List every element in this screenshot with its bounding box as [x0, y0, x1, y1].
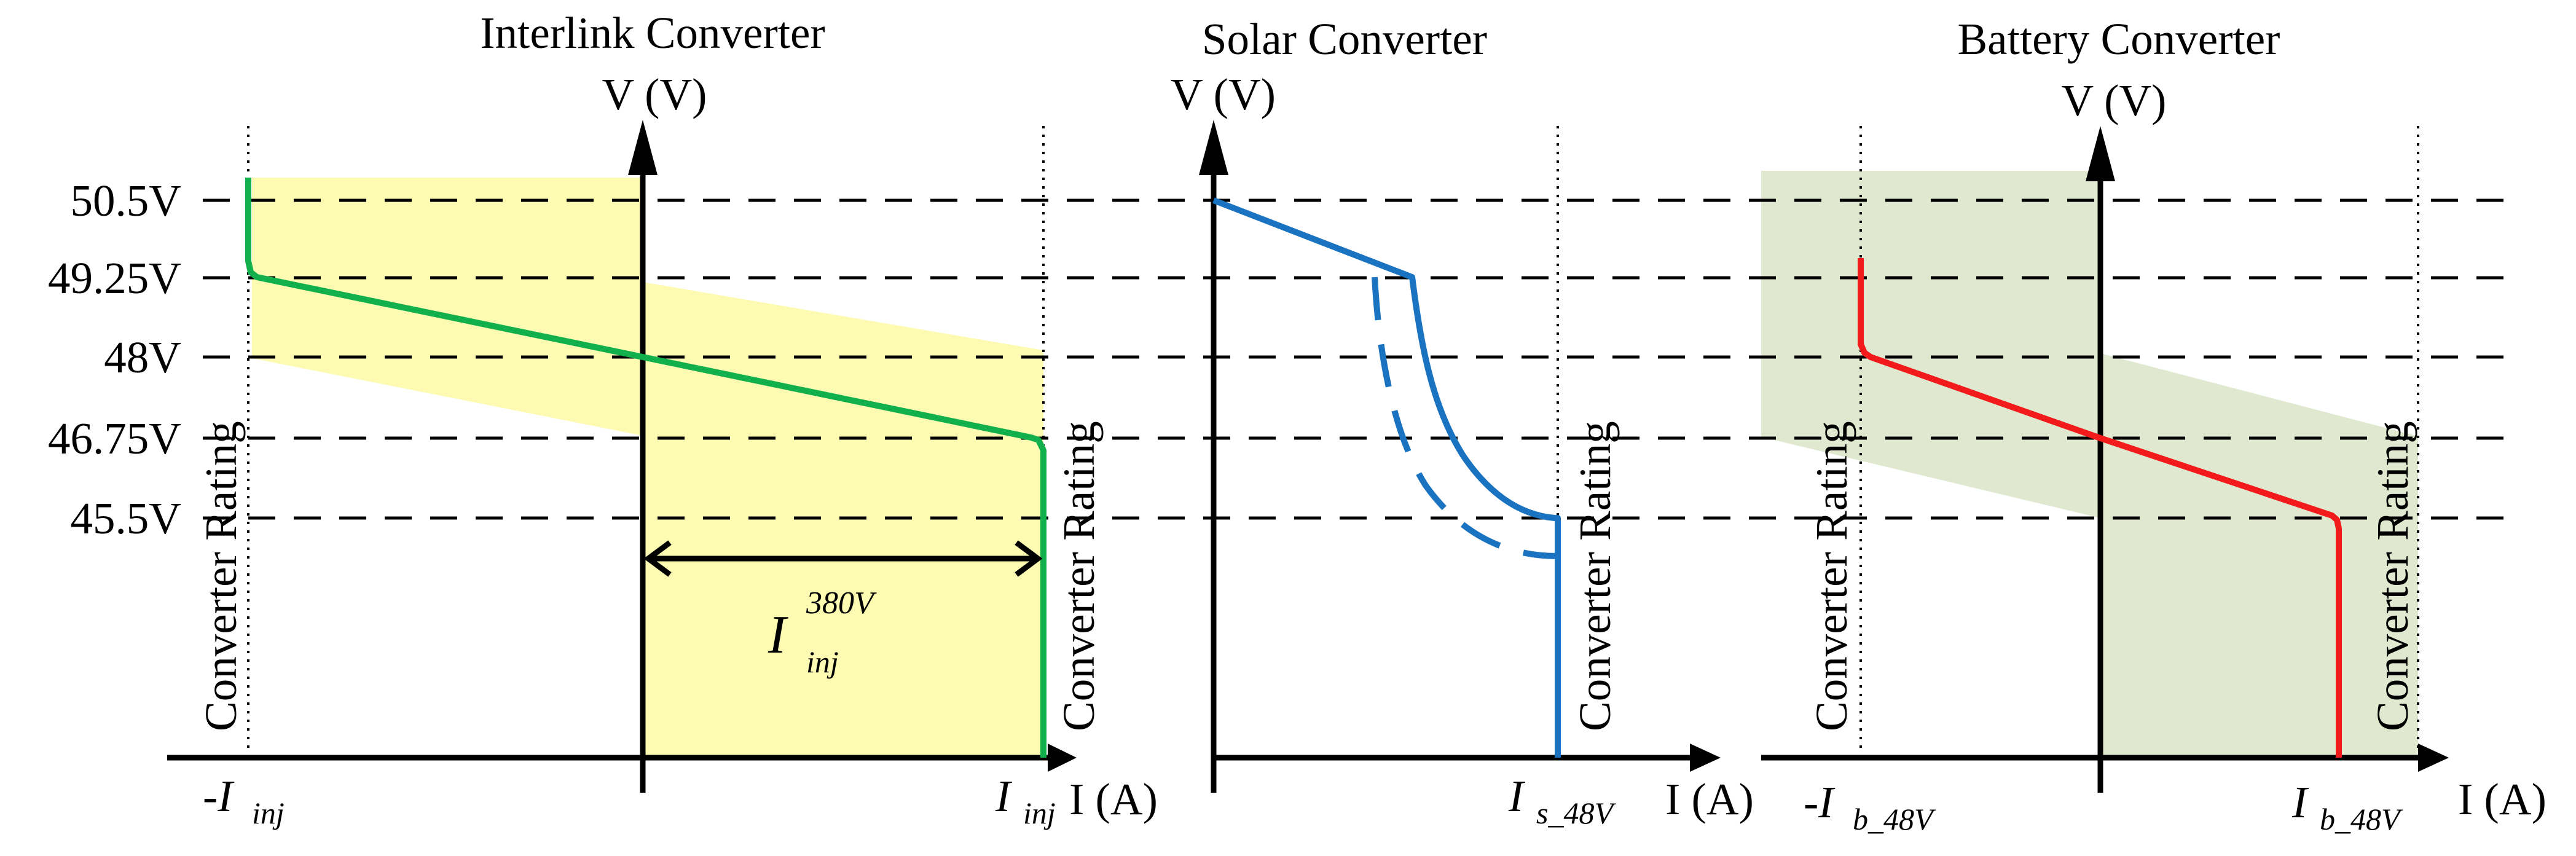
interlink-injection-arrowhead-left [643, 540, 672, 577]
battery-i-axis-label: I (A) [2458, 774, 2547, 824]
level-label-45-5v: 45.5V [71, 493, 181, 543]
solar-pos-current-subscript: s_48V [1536, 796, 1616, 830]
interlink-injection-arrowhead-right [1015, 540, 1043, 577]
interlink-v-axis-label: V (V) [602, 69, 707, 119]
solar-v-axis-arrowhead [1199, 120, 1228, 175]
battery-operating-region [1761, 171, 2418, 758]
solar-pos-current-label: I [1508, 771, 1526, 821]
interlink-droop-curve [245, 178, 1046, 758]
battery-title: Battery Converter [1957, 14, 2280, 64]
battery-i-axis-arrowhead [2418, 744, 2449, 772]
interlink-i-axis-label: I (A) [1069, 774, 1158, 824]
interlink-i-axis-arrowhead [1048, 744, 1077, 772]
interlink-rating-label-left: Converter Rating [196, 421, 246, 731]
interlink-injection-label: I [768, 605, 788, 665]
battery-pos-current-subscript: b_48V [2320, 802, 2403, 836]
solar-title: Solar Converter [1202, 14, 1487, 64]
battery-droop-curve [1858, 258, 2342, 758]
level-label-46-75v: 46.75V [48, 414, 181, 463]
solar-i-axis-arrowhead [1690, 744, 1721, 772]
battery-neg-current-label: -I [1804, 777, 1836, 827]
interlink-converter-panel: Interlink Converter V (V) Converter Rati… [167, 8, 1158, 830]
battery-pos-current-label: I [2291, 777, 2309, 827]
interlink-injection-subscript: inj [806, 645, 839, 679]
solar-converter-panel: Solar Converter V (V) Converter Rating I… [1171, 14, 1754, 830]
solar-v-axis-label: V (V) [1171, 69, 1276, 119]
battery-converter-panel: Battery Converter V (V) Converter Rating… [1761, 14, 2547, 836]
interlink-pos-current-subscript: inj [1023, 796, 1056, 830]
battery-rating-label-right: Converter Rating [2368, 421, 2417, 731]
interlink-neg-current-subscript: inj [252, 796, 285, 830]
interlink-v-axis-arrowhead [628, 120, 658, 175]
battery-rating-label-left: Converter Rating [1807, 421, 1856, 731]
interlink-injection-superscript: 380V [806, 586, 877, 621]
solar-rating-label-right: Converter Rating [1570, 421, 1620, 731]
interlink-neg-current-label: -I [203, 771, 235, 821]
solar-pv-curve-reduced [1372, 277, 1558, 559]
battery-v-axis-label: V (V) [2062, 76, 2167, 125]
battery-neg-current-subscript: b_48V [1853, 802, 1936, 836]
interlink-operating-region [252, 178, 1043, 758]
level-label-50-5v: 50.5V [71, 176, 181, 226]
interlink-title: Interlink Converter [480, 8, 825, 58]
level-label-48v: 48V [104, 332, 181, 382]
interlink-rating-label-right: Converter Rating [1054, 421, 1104, 731]
level-label-49-25v: 49.25V [48, 253, 181, 303]
battery-v-axis-arrowhead [2086, 126, 2115, 181]
interlink-pos-current-label: I [995, 771, 1013, 821]
solar-i-axis-label: I (A) [1665, 774, 1754, 824]
solar-pv-curve [1212, 197, 1561, 758]
